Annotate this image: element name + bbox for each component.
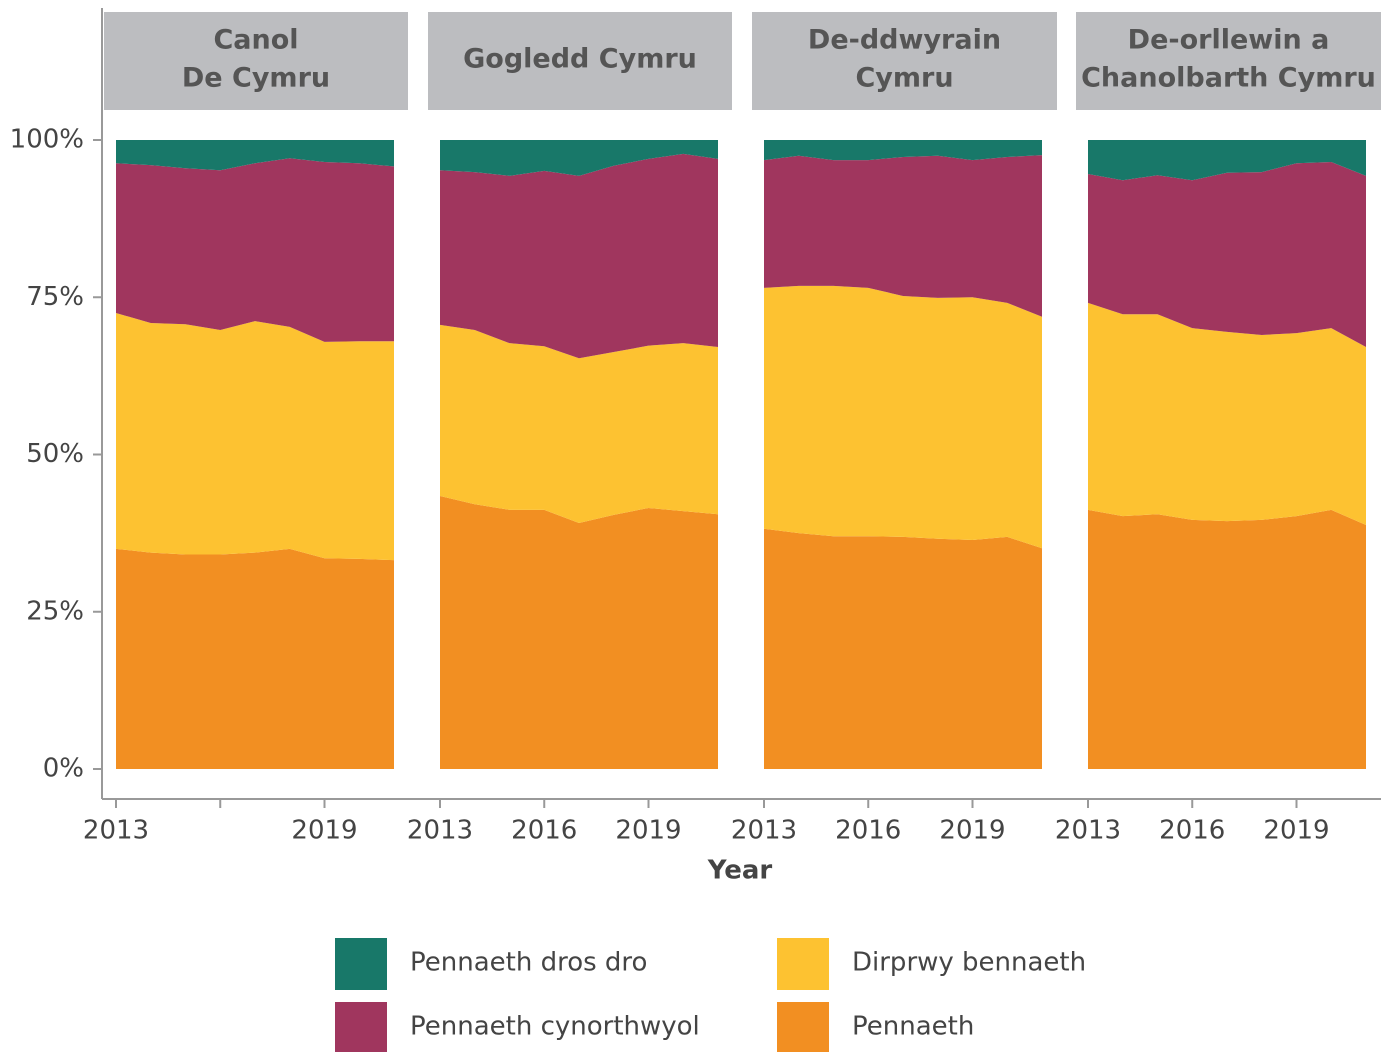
area bbox=[764, 140, 1042, 161]
area bbox=[440, 153, 718, 359]
area bbox=[116, 312, 394, 561]
area bbox=[116, 548, 394, 769]
area bbox=[1088, 140, 1366, 181]
panel-title: Cymru bbox=[855, 63, 953, 94]
panel-header bbox=[752, 12, 1057, 110]
x-tick-label: 2016 bbox=[835, 816, 901, 846]
y-tick-label: 75% bbox=[26, 282, 84, 312]
panel-title: Gogledd Cymru bbox=[463, 44, 697, 75]
x-tick-label: 2019 bbox=[1263, 816, 1329, 846]
area bbox=[116, 140, 394, 171]
panel-header bbox=[1076, 12, 1381, 110]
legend-label: Pennaeth bbox=[852, 1012, 974, 1042]
x-tick-label: 2013 bbox=[407, 816, 473, 846]
legend-label: Pennaeth cynorthwyol bbox=[410, 1012, 700, 1042]
legend-swatch bbox=[777, 938, 829, 990]
area bbox=[1088, 509, 1366, 769]
y-tick-label: 100% bbox=[10, 125, 84, 155]
x-tick-label: 2019 bbox=[939, 816, 1005, 846]
legend-swatch bbox=[335, 938, 387, 990]
x-tick-label: 2016 bbox=[1159, 816, 1225, 846]
area bbox=[1088, 162, 1366, 347]
area bbox=[764, 285, 1042, 549]
area bbox=[1088, 302, 1366, 525]
y-tick-label: 25% bbox=[26, 596, 84, 626]
panel-title: Canol bbox=[213, 25, 298, 56]
panel-title: De-orllewin a bbox=[1128, 25, 1330, 56]
y-tick-label: 0% bbox=[43, 754, 84, 784]
x-tick-label: 2016 bbox=[511, 816, 577, 846]
x-tick-label: 2013 bbox=[731, 816, 797, 846]
x-tick-label: 2013 bbox=[1055, 816, 1121, 846]
area bbox=[440, 324, 718, 524]
panel-header bbox=[104, 12, 408, 110]
y-tick-label: 50% bbox=[26, 439, 84, 469]
legend-label: Dirprwy bennaeth bbox=[852, 948, 1086, 978]
legend-swatch bbox=[335, 1002, 387, 1052]
legend-swatch bbox=[777, 1002, 829, 1052]
panel-title: De-ddwyrain bbox=[808, 25, 1001, 56]
x-tick-label: 2019 bbox=[291, 816, 357, 846]
area bbox=[764, 528, 1042, 769]
x-axis-title: Year bbox=[707, 856, 773, 886]
area bbox=[116, 158, 394, 342]
x-tick-label: 2019 bbox=[615, 816, 681, 846]
area bbox=[440, 140, 718, 176]
area bbox=[440, 496, 718, 769]
panel-title: De Cymru bbox=[182, 63, 330, 94]
area bbox=[764, 155, 1042, 317]
panel-header bbox=[428, 12, 732, 110]
x-tick-label: 2013 bbox=[83, 816, 149, 846]
legend-label: Pennaeth dros dro bbox=[410, 948, 647, 978]
panel-title: Chanolbarth Cymru bbox=[1081, 63, 1376, 94]
